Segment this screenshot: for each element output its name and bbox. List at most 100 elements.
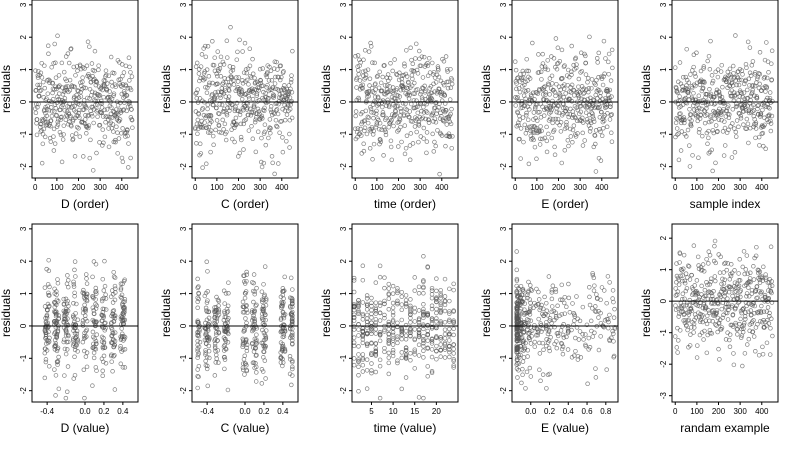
x-tick-label: 0 bbox=[193, 183, 198, 192]
data-point bbox=[382, 83, 388, 88]
data-point bbox=[536, 316, 541, 322]
data-point bbox=[710, 128, 716, 133]
data-point bbox=[736, 82, 742, 88]
data-point bbox=[84, 105, 89, 111]
data-point bbox=[687, 143, 692, 148]
data-point bbox=[119, 91, 125, 97]
data-point bbox=[247, 96, 252, 101]
data-point bbox=[599, 100, 605, 106]
data-point bbox=[50, 90, 55, 96]
data-point bbox=[242, 40, 248, 46]
data-point bbox=[46, 290, 51, 296]
data-point bbox=[122, 365, 128, 370]
data-point bbox=[537, 351, 543, 356]
data-point bbox=[768, 121, 774, 126]
data-point bbox=[398, 106, 403, 111]
data-point bbox=[275, 67, 280, 72]
data-point bbox=[682, 120, 687, 126]
data-point bbox=[93, 288, 99, 294]
x-tick-label: 5 bbox=[369, 407, 374, 416]
data-point bbox=[359, 121, 364, 127]
data-point bbox=[373, 326, 379, 332]
data-point bbox=[403, 353, 409, 358]
data-point bbox=[451, 363, 456, 368]
data-point bbox=[405, 86, 411, 91]
data-point bbox=[265, 82, 270, 88]
data-point bbox=[688, 72, 693, 77]
data-point bbox=[278, 77, 283, 83]
data-point bbox=[589, 328, 594, 334]
x-tick-label: 300 bbox=[93, 183, 107, 192]
data-point bbox=[569, 43, 574, 49]
data-point bbox=[115, 151, 120, 156]
data-point bbox=[113, 286, 118, 291]
data-point bbox=[609, 139, 615, 144]
data-point bbox=[81, 154, 86, 159]
data-point bbox=[40, 79, 46, 85]
data-point bbox=[429, 303, 435, 308]
data-point bbox=[97, 93, 102, 98]
data-point bbox=[678, 111, 683, 116]
data-point bbox=[373, 320, 379, 325]
data-point bbox=[83, 113, 88, 118]
data-point bbox=[268, 68, 274, 73]
data-point bbox=[206, 82, 212, 88]
data-point bbox=[364, 325, 370, 331]
data-point bbox=[206, 348, 212, 354]
data-point bbox=[360, 82, 366, 88]
data-point bbox=[408, 297, 413, 302]
data-point bbox=[386, 104, 392, 110]
data-point bbox=[65, 347, 70, 352]
data-point bbox=[553, 93, 558, 99]
data-point bbox=[118, 287, 124, 293]
data-point bbox=[609, 112, 614, 117]
data-point bbox=[672, 65, 678, 70]
data-point bbox=[530, 40, 535, 46]
data-point bbox=[558, 120, 564, 125]
data-point bbox=[128, 87, 134, 93]
data-point bbox=[49, 109, 55, 114]
data-point bbox=[363, 72, 369, 78]
data-point bbox=[403, 328, 409, 334]
data-point bbox=[605, 111, 610, 116]
data-point bbox=[676, 157, 682, 163]
data-point bbox=[112, 297, 118, 303]
data-point bbox=[390, 319, 396, 324]
data-point bbox=[413, 56, 418, 61]
data-point bbox=[386, 296, 392, 301]
data-point bbox=[55, 277, 60, 282]
data-point bbox=[705, 58, 710, 64]
data-point bbox=[364, 331, 370, 337]
data-point bbox=[112, 275, 118, 280]
data-point bbox=[451, 351, 456, 356]
data-point bbox=[760, 107, 765, 113]
data-point bbox=[421, 136, 426, 141]
data-point bbox=[263, 298, 269, 303]
data-point bbox=[607, 87, 613, 93]
data-point bbox=[238, 92, 243, 98]
data-point bbox=[704, 256, 709, 262]
data-point bbox=[280, 106, 285, 112]
data-point bbox=[63, 333, 69, 338]
data-point bbox=[544, 386, 549, 391]
data-point bbox=[447, 349, 452, 355]
data-point bbox=[204, 90, 210, 96]
data-point bbox=[369, 350, 374, 356]
data-point bbox=[416, 320, 422, 325]
data-point bbox=[417, 48, 422, 54]
data-point bbox=[33, 110, 39, 116]
data-point bbox=[768, 128, 774, 134]
data-point bbox=[47, 78, 53, 84]
data-point bbox=[696, 130, 702, 135]
data-point bbox=[547, 76, 553, 81]
data-point bbox=[739, 77, 744, 83]
data-point bbox=[45, 103, 50, 109]
data-point bbox=[195, 285, 200, 291]
data-point bbox=[738, 288, 744, 293]
data-point bbox=[212, 315, 217, 320]
data-point bbox=[451, 332, 456, 338]
data-point bbox=[102, 345, 107, 350]
data-point bbox=[421, 306, 426, 312]
data-point bbox=[367, 76, 373, 82]
data-point bbox=[553, 36, 559, 41]
